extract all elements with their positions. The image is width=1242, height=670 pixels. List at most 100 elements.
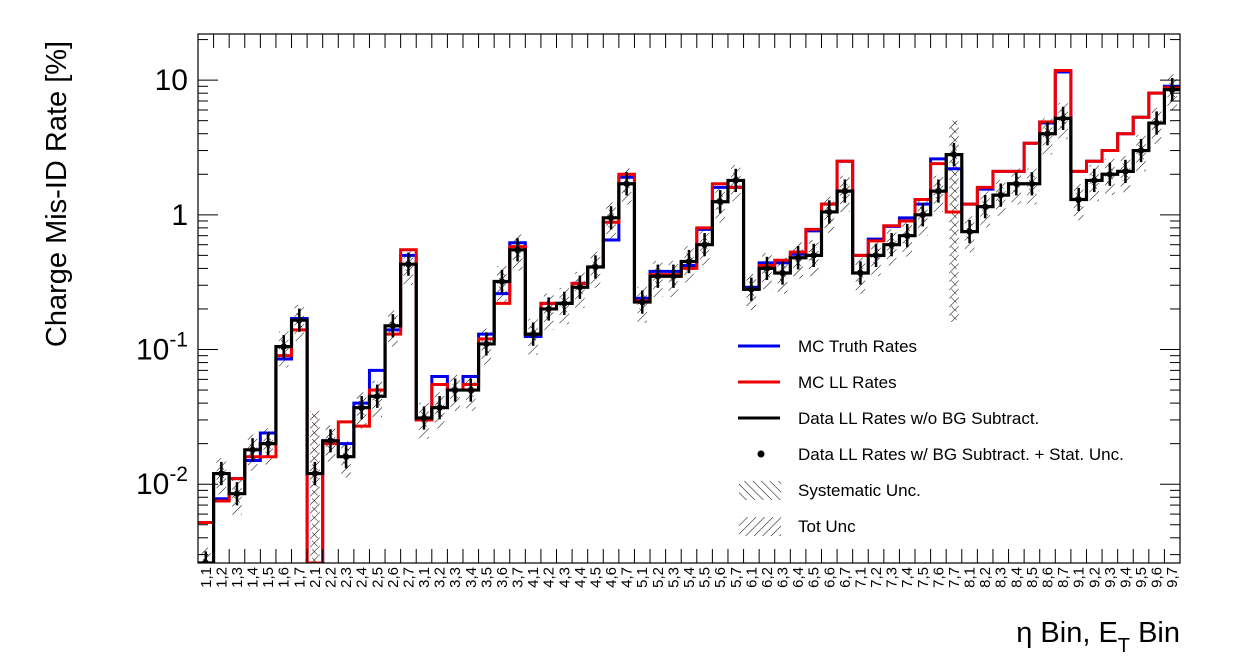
x-tick-label: 9,7 — [1164, 567, 1181, 588]
data-point — [888, 241, 895, 248]
x-tick-label: 5,2 — [650, 567, 667, 588]
data-point — [1075, 196, 1082, 203]
y-tick-label: 1 — [171, 199, 188, 232]
data-point — [639, 298, 646, 306]
data-point — [576, 284, 584, 291]
x-tick-label: 8,2 — [977, 567, 994, 588]
x-tick-label: 7,1 — [852, 567, 869, 588]
data-point — [732, 177, 739, 184]
x-tick-label: 8,4 — [1008, 567, 1025, 588]
data-point — [467, 386, 474, 394]
data-point — [296, 317, 303, 324]
data-point — [311, 470, 319, 477]
data-point — [607, 214, 615, 222]
data-point — [218, 470, 225, 477]
x-axis-title-part1: Bin, E — [1032, 617, 1117, 649]
data-point — [374, 393, 381, 400]
x-tick-label: 3,6 — [494, 567, 511, 588]
x-tick-label: 5,3 — [665, 567, 682, 588]
data-point — [1153, 119, 1160, 127]
plot-frame — [197, 33, 1181, 564]
legend-hatch-swatch — [739, 517, 781, 536]
data-point — [545, 305, 552, 313]
x-tick-label: 7,7 — [946, 567, 963, 588]
data-point — [1122, 168, 1129, 175]
syst-unc-band — [951, 120, 957, 323]
data-point — [1169, 86, 1176, 93]
plot-area — [198, 68, 1180, 563]
x-tick-label: 7,6 — [930, 567, 947, 588]
x-tick-label: 2,3 — [338, 567, 355, 588]
legend-hatch-swatch — [739, 481, 781, 500]
data-point — [483, 340, 490, 348]
syst-unc-band — [312, 410, 318, 563]
data-point — [748, 286, 755, 293]
mc-truth-series-line — [198, 70, 1180, 563]
data-point — [981, 203, 989, 210]
x-tick-label: 1,7 — [291, 567, 308, 588]
legend: MC Truth Rates MC LL Rates Data LL Rates w… — [738, 337, 1124, 536]
data-point — [529, 330, 537, 338]
data-point — [233, 490, 241, 497]
y-tick-label-base: 10 — [155, 64, 188, 97]
x-tick-label: 7,4 — [899, 567, 916, 588]
data-point — [779, 269, 786, 277]
data-point — [1059, 115, 1067, 122]
data-point — [1106, 171, 1114, 178]
x-tick-label: 9,6 — [1149, 567, 1166, 588]
x-tick-label: 4,6 — [603, 567, 620, 588]
x-tick-label: 8,3 — [993, 567, 1010, 588]
x-tick-label: 1,6 — [276, 567, 293, 588]
data-point — [249, 446, 256, 454]
legend-entry: Systematic Unc. — [739, 481, 921, 500]
x-tick-label: 6,2 — [759, 567, 776, 588]
x-tick-label: 5,6 — [712, 567, 729, 588]
data-point — [389, 322, 397, 329]
x-tick-label: 5,1 — [634, 567, 651, 588]
x-tick-label: 2,4 — [354, 567, 371, 588]
x-tick-label: 4,4 — [572, 567, 589, 588]
x-tick-label: 9,3 — [1102, 567, 1119, 588]
x-tick-label: 6,3 — [775, 567, 792, 588]
x-tick-label: 3,4 — [463, 567, 480, 588]
data-point — [358, 404, 365, 411]
x-tick-label: 5,7 — [728, 567, 745, 588]
x-tick-label: 1,2 — [213, 567, 230, 588]
data-point — [685, 258, 693, 265]
x-axis-title-eta: η — [1016, 617, 1032, 649]
legend-label: Data LL Rates w/o BG Subtract. — [798, 409, 1039, 428]
x-axis-title-sub: T — [1118, 635, 1130, 657]
data-point — [810, 252, 817, 259]
data-point — [826, 208, 833, 216]
x-axis-title: η Bin, ET Bin — [1016, 617, 1180, 657]
x-tick-label: 7,5 — [915, 567, 932, 588]
x-tick-label: 6,6 — [821, 567, 838, 588]
legend-label: Systematic Unc. — [798, 481, 921, 500]
data-point — [623, 180, 630, 187]
data-point — [561, 300, 568, 307]
x-tick-label: 9,2 — [1086, 567, 1103, 588]
x-tick-label: 2,2 — [322, 567, 339, 588]
data-point — [935, 187, 942, 195]
y-tick-label-base: 1 — [171, 199, 188, 232]
legend-label: MC LL Rates — [798, 373, 897, 392]
x-tick-label: 9,5 — [1133, 567, 1150, 588]
data-point — [514, 246, 521, 253]
data-point — [966, 228, 973, 235]
y-tick-label: 10-1 — [136, 329, 188, 367]
data-point — [436, 404, 443, 411]
data-point — [919, 211, 927, 219]
y-axis-title: Charge Mis-ID Rate [%] — [41, 41, 73, 347]
x-tick-label: 3,2 — [432, 567, 449, 588]
data-ll-series-line — [198, 88, 1180, 563]
y-tick-label: 10 — [155, 64, 188, 97]
x-tick-label: 3,5 — [478, 567, 495, 588]
data-point — [670, 273, 677, 280]
legend-entry: MC Truth Rates — [738, 337, 917, 356]
x-tick-label: 8,6 — [1040, 567, 1057, 588]
x-tick-label: 6,4 — [790, 567, 807, 588]
x-tick-label: 8,7 — [1055, 567, 1072, 588]
x-tick-label: 4,1 — [525, 567, 542, 588]
